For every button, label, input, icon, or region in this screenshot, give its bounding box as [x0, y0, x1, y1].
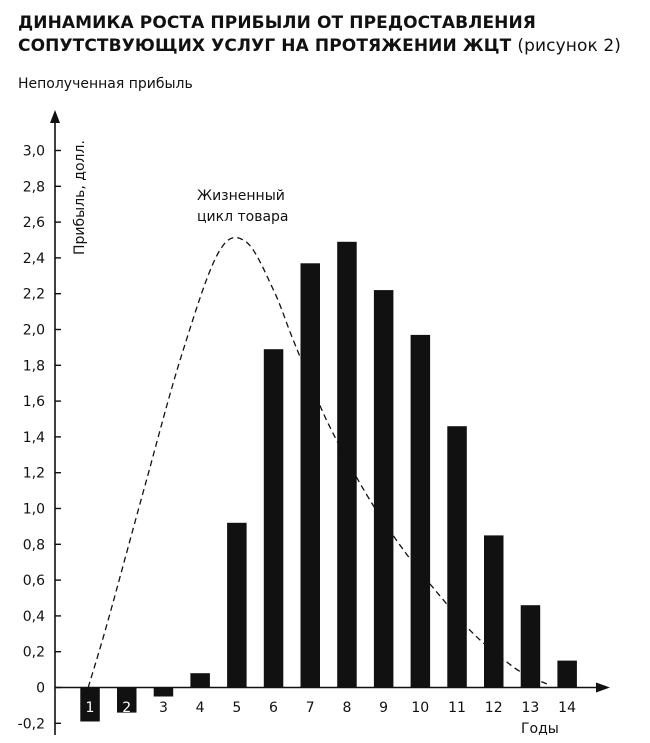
- life-cycle-curve-group: [87, 236, 548, 688]
- x-tick-label: 9: [379, 700, 388, 716]
- x-tick-label: 4: [196, 700, 205, 716]
- bar-year-3: [153, 687, 174, 697]
- x-axis-arrow: [596, 682, 610, 693]
- y-ticks-group: -0,2 0 0,2 0,4 0,6 0,8 1,0 1,2 1,4 1,6 1,8 2,0 2,2 2,…: [18, 144, 61, 732]
- y-axis-arrow: [50, 110, 60, 123]
- x-tick-label: 6: [269, 700, 278, 716]
- unearned-profit-label: Неполученная прибыль: [18, 76, 193, 92]
- y-tick-label: 1,2: [23, 466, 45, 482]
- bar-year-5: [227, 522, 247, 688]
- y-tick-label: 0,2: [23, 645, 45, 661]
- y-tick-label: 1,4: [23, 430, 45, 446]
- x-tick-label: 10: [411, 700, 429, 716]
- bar-year-7: [300, 263, 320, 688]
- x-axis-label: Годы: [521, 721, 559, 737]
- x-tick-label: 3: [159, 700, 168, 716]
- bar-year-9: [373, 290, 394, 688]
- x-tick-label: 5: [232, 700, 241, 716]
- bar-year-1: [80, 687, 100, 722]
- y-tick-label: 0,4: [23, 609, 45, 625]
- y-tick-label: 0,6: [23, 573, 45, 589]
- x-tick-label: 1: [86, 700, 95, 716]
- x-tick-label: 2: [122, 700, 131, 716]
- x-tick-label: 13: [521, 700, 539, 716]
- bar-year-12: [484, 535, 504, 688]
- y-tick-label: 2,6: [23, 215, 45, 231]
- x-tick-label: 7: [306, 700, 315, 716]
- bar-year-6: [263, 349, 284, 688]
- x-tick-label: 11: [448, 700, 466, 716]
- bars-group: [80, 241, 577, 722]
- bar-year-11: [447, 426, 467, 688]
- y-tick-label: 2,2: [23, 287, 45, 303]
- y-tick-label: 3,0: [23, 144, 45, 160]
- y-tick-label: 1,8: [23, 358, 45, 374]
- y-tick-label: 0: [36, 681, 45, 697]
- x-labels-group: 1 2 3 4 5 6 7 8 9 10 11 12 13 14: [86, 700, 577, 716]
- bar-year-10: [410, 334, 431, 688]
- curve-label-line1: Жизненный: [197, 188, 285, 204]
- bar-year-13: [520, 605, 541, 688]
- y-axis-label: Прибыль, долл.: [72, 140, 88, 255]
- y-tick-label: 2,4: [23, 251, 45, 267]
- y-tick-label: 2,0: [23, 323, 45, 339]
- y-tick-label: 1,6: [23, 394, 45, 410]
- y-tick-label: 2,8: [23, 179, 45, 195]
- chart-title: ДИНАМИКА РОСТА ПРИБЫЛИ ОТ ПРЕДОСТАВЛЕНИЯ…: [18, 12, 643, 58]
- x-tick-label: 14: [558, 700, 576, 716]
- y-tick-label: 0,8: [23, 537, 45, 553]
- x-tick-label: 8: [342, 700, 351, 716]
- life-cycle-curve: [87, 236, 548, 688]
- y-tick-label: 1,0: [23, 502, 45, 518]
- curve-label-line2: цикл товара: [197, 209, 289, 225]
- bar-year-4: [190, 673, 210, 688]
- chart-title-main: ДИНАМИКА РОСТА ПРИБЫЛИ ОТ ПРЕДОСТАВЛЕНИЯ…: [18, 13, 537, 56]
- bar-year-14: [557, 660, 577, 688]
- chart-title-sub: (рисунок 2): [517, 36, 621, 56]
- x-tick-label: 12: [485, 700, 503, 716]
- bar-year-8: [337, 241, 357, 688]
- y-tick-label: -0,2: [18, 716, 45, 732]
- bar-year-2: [117, 687, 137, 713]
